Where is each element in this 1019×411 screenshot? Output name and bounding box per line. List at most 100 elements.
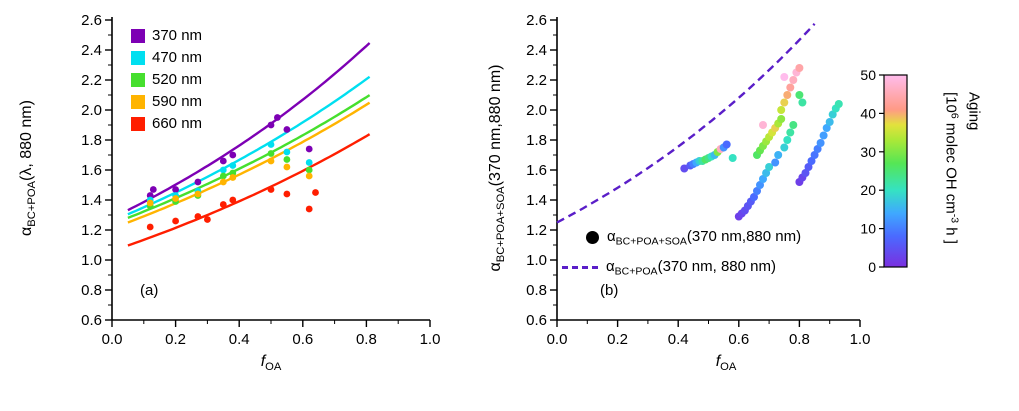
aging-data-point — [728, 154, 737, 162]
y-tick-label: 1.4 — [81, 192, 102, 209]
panel-b-legend-label-2: αBC+POA(370 nm, 880 nm) — [606, 258, 776, 278]
aging-data-point — [819, 131, 828, 140]
aging-data-point — [780, 98, 789, 107]
fit-curve-370nm — [127, 42, 371, 212]
data-point-370nm — [305, 145, 313, 153]
aging-data-point — [780, 73, 789, 81]
text-segment: (370 nm, 880 nm) — [657, 258, 776, 275]
y-tick-label: 1.6 — [81, 162, 102, 179]
x-tick-label: 0.4 — [668, 331, 689, 348]
y-tick-label: 2.0 — [81, 102, 102, 119]
data-point-370nm — [149, 186, 157, 193]
aging-data-point — [783, 91, 792, 99]
bc-poa-dashed-curve — [556, 22, 816, 224]
data-point-590nm — [283, 163, 291, 171]
panel-b-legend-line2: αBC+POA(370 nm, 880 nm) — [562, 258, 776, 278]
dashed-line-sample — [562, 266, 598, 270]
y-tick-label: 0.8 — [81, 282, 102, 299]
legend-label-370nm: 370 nm — [152, 27, 203, 44]
fit-curve-470nm — [127, 75, 371, 216]
text-segment: OA — [265, 360, 282, 373]
text-segment: BC+POA — [614, 265, 658, 278]
y-tick-label: 0.6 — [526, 312, 547, 329]
text-segment: α — [606, 258, 615, 275]
x-tick-label: 0.4 — [229, 331, 250, 348]
aging-data-point — [750, 193, 758, 201]
y-tick-label: 2.2 — [81, 72, 102, 89]
aging-data-point — [680, 164, 689, 173]
legend-entry-520nm: 520 nm — [131, 70, 202, 89]
x-tick-label: 0.2 — [165, 331, 186, 348]
aging-data-point — [816, 139, 825, 147]
y-tick-label: 1.2 — [81, 222, 102, 239]
aging-data-point — [825, 118, 834, 126]
data-point-470nm — [267, 141, 275, 148]
data-point-370nm — [229, 151, 237, 159]
panel-a-y-axis-label: αBC+POA(λ, 880 nm) — [18, 100, 38, 236]
y-tick-label: 2.4 — [526, 42, 547, 59]
data-point-470nm — [305, 159, 313, 166]
aging-data-point — [722, 140, 731, 149]
y-tick-label: 0.8 — [526, 282, 547, 299]
y-tick-label: 0.6 — [81, 312, 102, 329]
aging-data-point — [822, 124, 831, 132]
data-point-590nm — [267, 157, 275, 165]
legend-label-520nm: 520 nm — [152, 71, 203, 88]
data-point-660nm — [146, 223, 154, 231]
aging-data-point — [795, 64, 804, 72]
aging-data-point — [783, 136, 792, 144]
colorbar-tick-label: 10 — [860, 221, 876, 237]
aging-data-point — [789, 121, 798, 129]
aging-data-point — [777, 115, 786, 123]
data-point-590nm — [146, 199, 154, 207]
colorbar-tick-label: 0 — [868, 259, 876, 275]
panel-a-legend: 370 nm 470 nm 520 nm 590 nm 660 nm — [131, 26, 202, 136]
data-point-470nm — [229, 162, 237, 169]
x-tick-label: 0.8 — [356, 331, 377, 348]
text-segment: α — [487, 262, 505, 272]
colorbar-tick-label: 50 — [860, 67, 876, 83]
data-point-660nm — [229, 196, 237, 204]
text-segment: -3 — [949, 213, 962, 224]
data-point-370nm — [283, 126, 291, 133]
aging-data-point — [828, 110, 837, 119]
text-segment: BC+POA — [25, 180, 38, 227]
aging-data-point — [801, 169, 810, 177]
aging-data-point — [798, 98, 807, 107]
aging-data-point — [756, 181, 764, 189]
y-tick-label: 2.6 — [526, 12, 547, 29]
text-segment: (370 nm,880 nm) — [487, 64, 505, 187]
aging-data-point — [807, 157, 816, 165]
panel-b-plot: 0.0 0.2 0.4 0.6 0.8 1.0 0.6 0.8 1.0 1.2 1.4 1.6 1.8 2… — [526, 12, 908, 348]
data-point-520nm — [283, 156, 291, 163]
aging-data-point — [810, 151, 819, 159]
data-point-470nm — [283, 148, 291, 156]
colorbar-tick-label: 40 — [860, 105, 876, 121]
y-tick-label: 2.2 — [526, 72, 547, 89]
colorbar-label-aging: Aging — [965, 92, 983, 131]
legend-entry-660nm: 660 nm — [131, 114, 202, 133]
text-segment: f — [260, 353, 266, 371]
aging-data-point — [753, 187, 761, 195]
text-segment: α — [607, 228, 616, 245]
text-segment: BC+POA+SOA — [494, 186, 507, 263]
data-point-470nm — [219, 166, 227, 174]
y-tick-label: 1.8 — [526, 132, 547, 149]
legend-entry-470nm: 470 nm — [131, 48, 202, 67]
data-point-660nm — [312, 189, 319, 196]
x-tick-label: 0.8 — [789, 331, 810, 348]
colorbar-label-units: [106 molec OH cm-3 h ] — [939, 92, 962, 244]
x-tick-label: 1.0 — [420, 331, 441, 348]
colorbar-label: Aging [106 molec OH cm-3 h ] — [939, 92, 984, 244]
legend-swatch-470nm — [131, 50, 145, 65]
text-segment: [10 — [942, 92, 960, 113]
aging-data-point — [786, 83, 795, 92]
aging-data-point — [774, 151, 783, 159]
panel-b-legend-line1: αBC+POA+SOA(370 nm,880 nm) — [586, 228, 801, 248]
text-segment: molec OH cm — [942, 118, 960, 214]
data-point-520nm — [267, 150, 275, 157]
colorbar — [883, 74, 908, 268]
panel-b-legend-label-1: αBC+POA+SOA(370 nm,880 nm) — [607, 228, 801, 248]
y-tick-label: 2.4 — [81, 42, 102, 59]
